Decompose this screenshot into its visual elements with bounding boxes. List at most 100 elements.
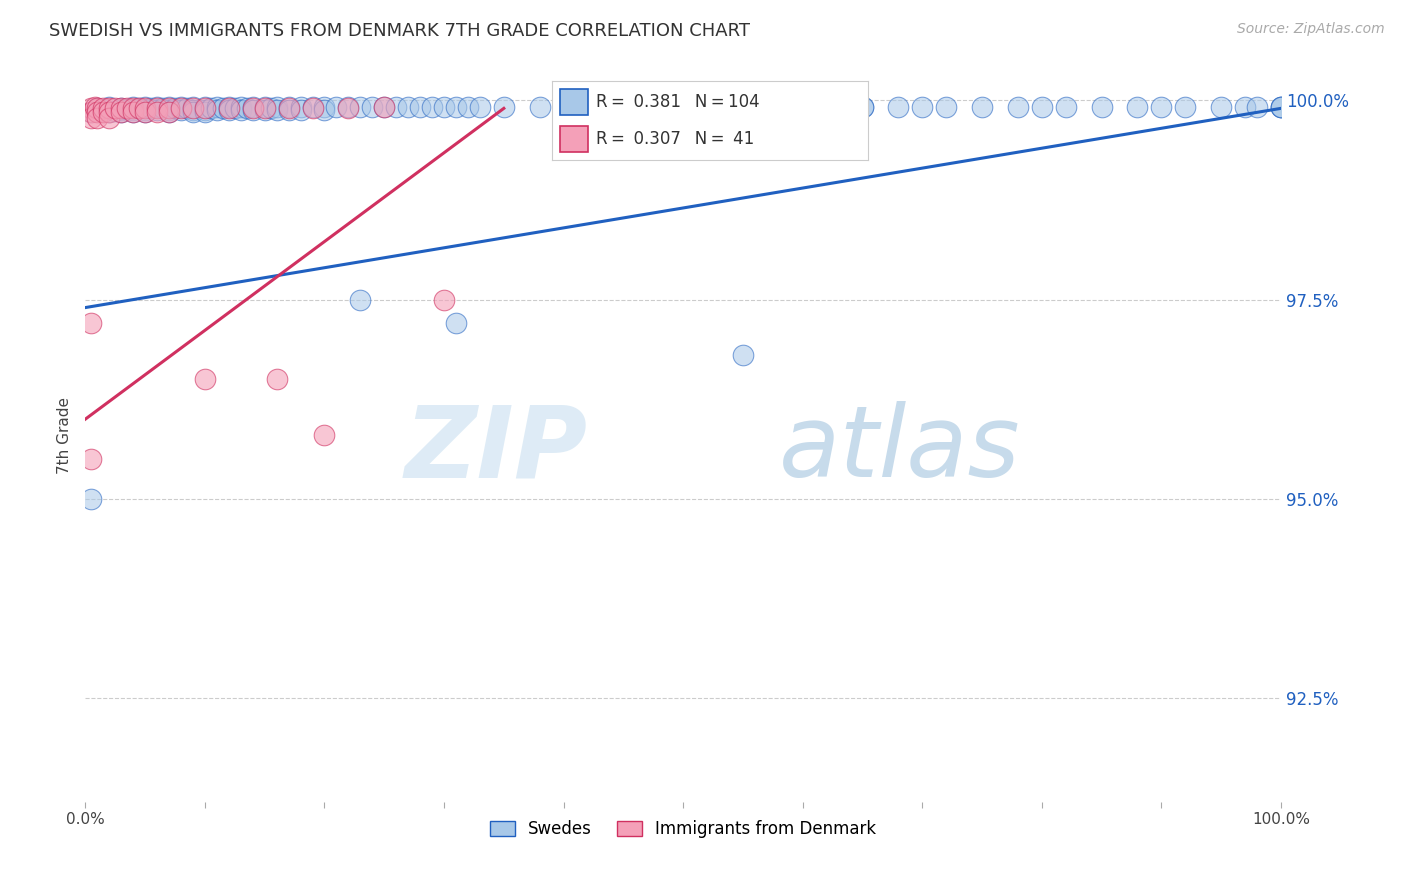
Point	[444, 317, 467, 331]
Point	[420, 100, 443, 114]
Text: Source: ZipAtlas.com: Source: ZipAtlas.com	[1237, 22, 1385, 37]
Point	[104, 101, 127, 115]
Point	[80, 105, 103, 120]
Point	[218, 103, 240, 117]
Point	[277, 103, 299, 117]
Point	[194, 372, 217, 386]
Point	[396, 100, 419, 114]
Point	[349, 100, 371, 114]
Point	[80, 317, 103, 331]
Point	[301, 100, 323, 114]
Point	[163, 101, 186, 115]
Point	[385, 100, 408, 114]
Point	[110, 103, 132, 117]
Point	[290, 103, 312, 117]
Point	[1054, 100, 1077, 114]
Point	[236, 101, 259, 115]
Point	[194, 103, 217, 117]
Point	[373, 100, 395, 114]
Point	[911, 100, 934, 114]
Point	[672, 100, 695, 114]
Point	[134, 103, 156, 117]
Point	[266, 100, 288, 114]
Point	[98, 105, 121, 120]
Point	[229, 103, 252, 117]
Point	[409, 100, 432, 114]
Point	[253, 103, 276, 117]
Point	[134, 100, 156, 114]
Point	[253, 101, 276, 115]
Point	[553, 100, 575, 114]
Point	[636, 100, 658, 114]
Text: SWEDISH VS IMMIGRANTS FROM DENMARK 7TH GRADE CORRELATION CHART: SWEDISH VS IMMIGRANTS FROM DENMARK 7TH G…	[49, 22, 751, 40]
Point	[91, 103, 114, 117]
Point	[212, 101, 235, 115]
Point	[181, 100, 204, 114]
Point	[301, 101, 323, 115]
Point	[361, 100, 384, 114]
Point	[1211, 100, 1233, 114]
Point	[349, 293, 371, 307]
Point	[1270, 100, 1292, 114]
Point	[86, 111, 108, 125]
Point	[242, 100, 264, 114]
Point	[325, 100, 347, 114]
Point	[134, 105, 156, 120]
Point	[224, 101, 246, 115]
Point	[170, 100, 193, 114]
Point	[80, 452, 103, 467]
Point	[792, 100, 814, 114]
Point	[194, 101, 217, 115]
Point	[80, 491, 103, 506]
Point	[314, 100, 336, 114]
Point	[86, 101, 108, 115]
Point	[529, 100, 551, 114]
Point	[157, 103, 180, 117]
Point	[139, 101, 162, 115]
Point	[122, 105, 145, 120]
Point	[200, 101, 222, 115]
Point	[181, 103, 204, 117]
Point	[98, 101, 121, 115]
Point	[1246, 100, 1268, 114]
Point	[433, 100, 456, 114]
Point	[242, 101, 264, 115]
Point	[260, 101, 283, 115]
Point	[86, 105, 108, 120]
Point	[91, 101, 114, 115]
Point	[134, 101, 156, 115]
Point	[1150, 100, 1173, 114]
Point	[576, 100, 599, 114]
Point	[229, 100, 252, 114]
Text: atlas: atlas	[779, 401, 1021, 499]
Point	[887, 100, 910, 114]
Point	[170, 101, 193, 115]
Point	[444, 100, 467, 114]
Point	[1031, 100, 1053, 114]
Point	[115, 101, 138, 115]
Point	[98, 105, 121, 120]
Point	[218, 100, 240, 114]
Point	[266, 372, 288, 386]
Point	[935, 100, 957, 114]
Point	[194, 100, 217, 114]
Point	[337, 101, 360, 115]
Point	[80, 111, 103, 125]
Point	[157, 105, 180, 120]
Point	[433, 293, 456, 307]
Point	[337, 100, 360, 114]
Point	[84, 100, 107, 114]
Point	[1270, 100, 1292, 114]
Point	[314, 103, 336, 117]
Point	[277, 100, 299, 114]
Point	[115, 102, 138, 116]
Point	[170, 103, 193, 117]
Point	[612, 100, 634, 114]
Point	[146, 100, 169, 114]
Y-axis label: 7th Grade: 7th Grade	[58, 397, 72, 474]
Point	[181, 101, 204, 115]
Point	[373, 100, 395, 114]
Point	[122, 100, 145, 114]
Point	[152, 101, 174, 115]
Point	[970, 100, 993, 114]
